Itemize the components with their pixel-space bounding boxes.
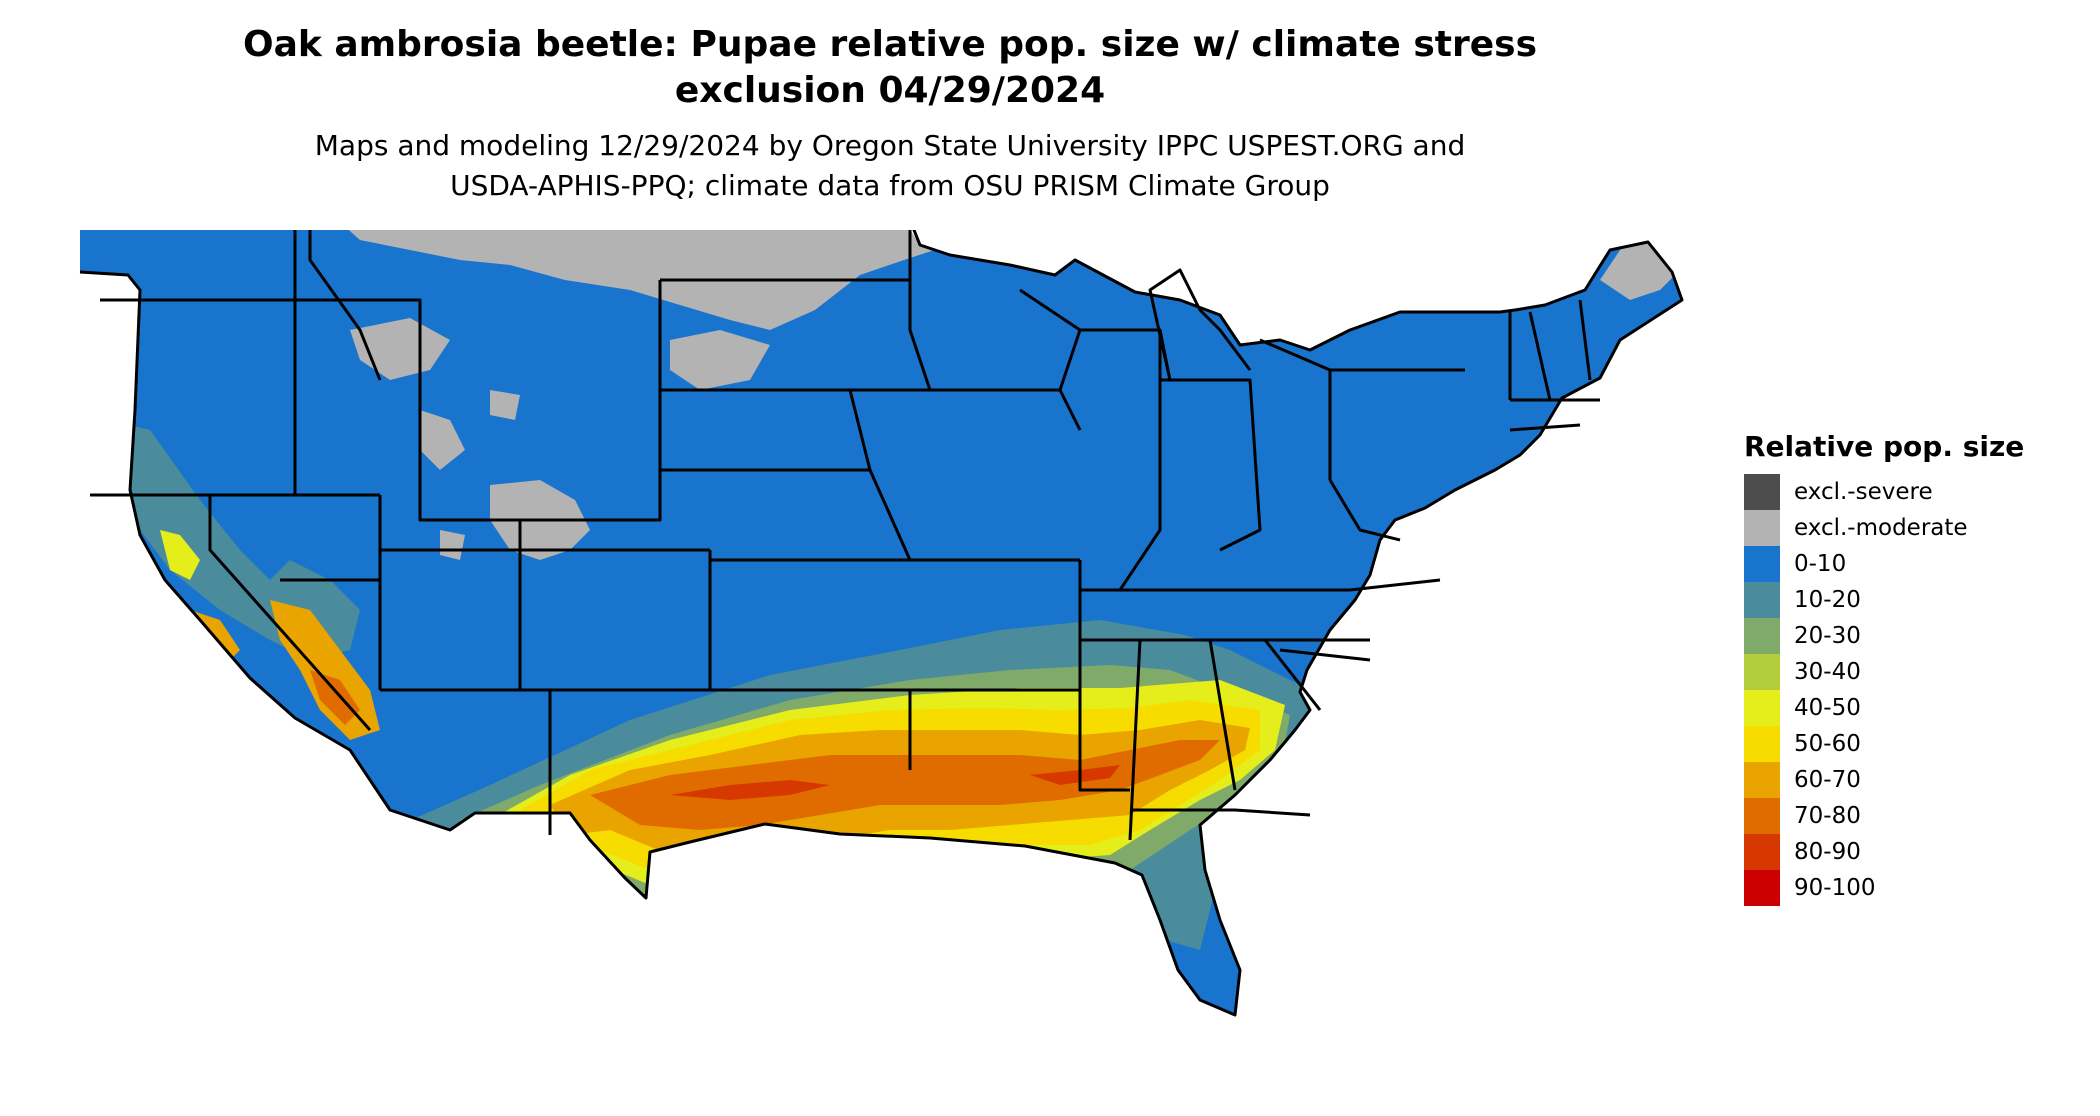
border-la-ms bbox=[1078, 560, 1130, 792]
legend-label: 50-60 bbox=[1794, 731, 1861, 757]
border-mn-east bbox=[908, 230, 932, 391]
map-title-line-2: exclusion 04/29/2024 bbox=[674, 70, 1106, 111]
legend-swatch bbox=[1744, 798, 1780, 834]
border-ms-al bbox=[1128, 639, 1142, 841]
border-vt-nh bbox=[1528, 311, 1552, 401]
map-zone-excl-moderate-mountains-3 bbox=[490, 390, 520, 420]
legend-swatch bbox=[1744, 618, 1780, 654]
map-zone-80-90-southeast bbox=[1030, 765, 1120, 785]
legend-label: 0-10 bbox=[1794, 551, 1847, 577]
legend-label: 70-80 bbox=[1794, 803, 1861, 829]
border-nv-ca bbox=[208, 495, 372, 731]
border-va-nc bbox=[1349, 578, 1441, 592]
border-in-oh bbox=[1160, 378, 1262, 552]
map-legend: Relative pop. size excl.-severe excl.-mod… bbox=[1744, 430, 2024, 906]
border-al-ga bbox=[1208, 639, 1237, 791]
legend-item: 70-80 bbox=[1744, 798, 2024, 834]
border-ct-ri bbox=[1509, 423, 1581, 432]
legend-item: excl.-severe bbox=[1744, 474, 2024, 510]
border-ga-fl bbox=[1130, 808, 1311, 817]
legend-item: 20-30 bbox=[1744, 618, 2024, 654]
border-ne-east bbox=[848, 389, 912, 561]
legend-label: 10-20 bbox=[1794, 587, 1861, 613]
map-zone-70-80-arizona bbox=[310, 670, 360, 725]
legend-swatch bbox=[1744, 690, 1780, 726]
legend-swatch bbox=[1744, 762, 1780, 798]
legend-label: 40-50 bbox=[1794, 695, 1861, 721]
map-title: Oak ambrosia beetle: Pupae relative pop.… bbox=[160, 22, 1620, 114]
border-ga-sc bbox=[1263, 639, 1322, 711]
map-zone-10-20-california bbox=[110, 420, 360, 660]
legend-swatch bbox=[1744, 546, 1780, 582]
legend-item: 30-40 bbox=[1744, 654, 2024, 690]
map-zone-excl-moderate-maine bbox=[1600, 230, 1682, 300]
map-subtitle: Maps and modeling 12/29/2024 by Oregon S… bbox=[160, 126, 1620, 206]
us-outline bbox=[79, 230, 1684, 1017]
legend-title: Relative pop. size bbox=[1744, 430, 2025, 463]
border-nh-me bbox=[1578, 299, 1592, 381]
border-va-wv bbox=[1328, 479, 1401, 542]
map-zone-40-50-california bbox=[160, 530, 200, 580]
border-mt-wy bbox=[293, 230, 662, 522]
map-zone-70-80 bbox=[590, 740, 1220, 830]
border-mi-lake bbox=[1148, 268, 1252, 382]
legend-swatch bbox=[1744, 510, 1780, 546]
map-zone-excl-moderate-mountains-2 bbox=[420, 410, 465, 470]
legend-item: excl.-moderate bbox=[1744, 510, 2024, 546]
border-nc-sc bbox=[1279, 648, 1371, 662]
state-boundaries bbox=[79, 230, 1684, 1017]
legend-swatch bbox=[1744, 834, 1780, 870]
map-zone-excl-moderate-colorado-2 bbox=[440, 530, 465, 560]
legend-label: excl.-moderate bbox=[1794, 515, 1968, 541]
legend-item: 90-100 bbox=[1744, 870, 2024, 906]
map-title-line-1: Oak ambrosia beetle: Pupae relative pop.… bbox=[242, 24, 1538, 65]
map-zone-excl-moderate-dakotas bbox=[670, 330, 770, 390]
border-wi-mi bbox=[1019, 288, 1081, 332]
legend-label: 60-70 bbox=[1794, 767, 1861, 793]
legend-item: 10-20 bbox=[1744, 582, 2024, 618]
legend-label: 30-40 bbox=[1794, 659, 1861, 685]
map-subtitle-line-1: Maps and modeling 12/29/2024 by Oregon S… bbox=[314, 129, 1466, 162]
legend-swatch bbox=[1744, 726, 1780, 762]
legend-item: 80-90 bbox=[1744, 834, 2024, 870]
legend-label: 90-100 bbox=[1794, 875, 1876, 901]
border-id-mt bbox=[308, 230, 382, 381]
legend-item: 60-70 bbox=[1744, 762, 2024, 798]
legend-swatch bbox=[1744, 654, 1780, 690]
legend-label: 80-90 bbox=[1794, 839, 1861, 865]
legend-item: 50-60 bbox=[1744, 726, 2024, 762]
legend-label: excl.-severe bbox=[1794, 479, 1933, 505]
legend-swatch bbox=[1744, 582, 1780, 618]
map-zone-80-90 bbox=[670, 780, 830, 800]
us-population-map bbox=[79, 230, 1684, 1017]
legend-item: 40-50 bbox=[1744, 690, 2024, 726]
map-subtitle-line-2: USDA-APHIS-PPQ; climate data from OSU PR… bbox=[450, 169, 1330, 202]
legend-swatch bbox=[1744, 870, 1780, 906]
legend-item: 0-10 bbox=[1744, 546, 2024, 582]
legend-label: 20-30 bbox=[1794, 623, 1861, 649]
legend-swatch bbox=[1744, 474, 1780, 510]
border-wy-co bbox=[518, 520, 710, 552]
